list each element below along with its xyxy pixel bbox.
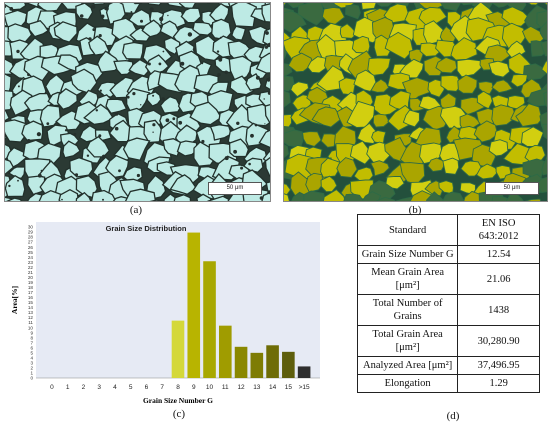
y-axis-label: Area[%] (10, 286, 19, 314)
y-tick-label: 5 (30, 350, 33, 355)
y-tick-label: 27 (28, 240, 34, 245)
y-tick-label: 6 (30, 345, 33, 350)
table-row: Elongation 1.29 (356, 374, 540, 393)
x-tick-label: 0 (50, 384, 54, 391)
grain-size-chart: Grain Size Distribution 0 1 2 3 4 5 6 7 8 9 10 11 12 1… (8, 214, 328, 406)
y-tick-label: 12 (28, 315, 34, 320)
x-tick-label: 2 (82, 384, 86, 391)
chart-canvas: Grain Size Distribution01234567891011121… (10, 222, 320, 405)
row-key: Elongation (356, 374, 459, 393)
y-tick-label: 15 (28, 300, 34, 305)
y-tick-label: 1 (30, 371, 33, 376)
y-tick-label: 4 (30, 355, 33, 360)
x-tick-label: 15 (285, 384, 293, 391)
x-tick-label: 1 (66, 384, 70, 391)
panel-label-a: (a) (129, 204, 143, 216)
y-tick-label: 7 (30, 340, 33, 345)
row-value: 1438 (457, 294, 540, 326)
y-tick-label: 24 (28, 255, 34, 260)
bar-13 (250, 352, 264, 378)
row-key: Total Number of Grains (356, 294, 459, 326)
x-tick-label: 11 (222, 384, 229, 391)
row-key: Analyzed Area [μm²] (356, 356, 459, 375)
y-tick-label: 29 (28, 230, 34, 235)
panel-label-d: (d) (446, 410, 460, 422)
row-key: Standard (356, 214, 459, 246)
row-value: 12.54 (457, 245, 540, 264)
bar-11 (218, 325, 232, 378)
x-tick-label: >15 (299, 384, 310, 391)
y-tick-label: 14 (28, 305, 34, 310)
micrograph-a-image (5, 3, 270, 201)
x-tick-label: 9 (192, 384, 196, 391)
x-tick-label: 4 (113, 384, 117, 391)
table-row: Total Number of Grains 1438 (356, 294, 540, 326)
row-key: Mean Grain Area [μm²] (356, 263, 459, 295)
panel-label-c: (c) (172, 408, 186, 420)
row-value: 37,496.95 (457, 356, 540, 375)
x-tick-label: 13 (253, 384, 261, 391)
row-key: Grain Size Number G (356, 245, 459, 264)
row-value: EN ISO 643:2012 (457, 214, 540, 246)
x-tick-label: 5 (129, 384, 133, 391)
y-tick-label: 21 (28, 270, 34, 275)
y-tick-label: 13 (28, 310, 34, 315)
y-tick-label: 23 (28, 260, 34, 265)
bar->15 (297, 366, 311, 378)
y-tick-label: 18 (28, 285, 34, 290)
y-tick-label: 2 (30, 366, 33, 371)
table-row: Mean Grain Area [μm²] 21.06 (356, 263, 540, 295)
y-tick-label: 26 (28, 245, 34, 250)
y-tick-label: 20 (28, 275, 34, 280)
x-axis-label: Grain Size Number G (143, 396, 213, 405)
scale-bar-b: 50 μm (485, 182, 539, 195)
row-value: 21.06 (457, 263, 540, 295)
micrograph-b: 50 μm (283, 2, 548, 202)
x-tick-label: 6 (145, 384, 149, 391)
y-tick-label: 11 (28, 320, 33, 325)
bar-14 (266, 345, 279, 378)
x-tick-label: 8 (176, 384, 180, 391)
bar-10 (203, 261, 216, 378)
y-tick-label: 19 (28, 280, 34, 285)
bar-9 (187, 232, 201, 378)
y-tick-label: 30 (28, 225, 34, 230)
scale-bar-a: 50 μm (208, 182, 262, 195)
bar-15 (282, 351, 295, 378)
panel-label-b: (b) (408, 204, 422, 216)
table-row: Analyzed Area [μm²] 37,496.95 (356, 356, 540, 375)
y-tick-label: 9 (30, 330, 33, 335)
x-tick-label: 10 (206, 384, 214, 391)
table-row: Total Grain Area [μm²] 30,280.90 (356, 325, 540, 357)
x-tick-label: 14 (269, 384, 277, 391)
micrograph-b-image (284, 3, 547, 201)
row-value: 30,280.90 (457, 325, 540, 357)
x-tick-label: 3 (97, 384, 101, 391)
x-tick-label: 7 (160, 384, 164, 391)
y-tick-label: 16 (28, 295, 34, 300)
bar-12 (234, 346, 248, 378)
y-tick-label: 10 (28, 325, 34, 330)
chart-title: Grain Size Distribution (106, 224, 187, 233)
y-tick-label: 3 (30, 361, 33, 366)
row-value: 1.29 (457, 374, 540, 393)
y-tick-label: 25 (28, 250, 34, 255)
y-tick-label: 28 (28, 235, 34, 240)
micrograph-a: 50 μm (4, 2, 271, 202)
table-row: Grain Size Number G 12.54 (356, 245, 540, 264)
bar-8 (171, 320, 185, 378)
x-tick-label: 12 (237, 384, 245, 391)
grain-statistics-table: Standard EN ISO 643:2012 Grain Size Number… (356, 214, 540, 393)
y-tick-label: 17 (28, 290, 34, 295)
y-tick-label: 22 (28, 265, 34, 270)
y-tick-label: 0 (30, 376, 33, 381)
row-key: Total Grain Area [μm²] (356, 325, 459, 357)
y-tick-label: 8 (30, 335, 33, 340)
table-row: Standard EN ISO 643:2012 (356, 214, 540, 246)
